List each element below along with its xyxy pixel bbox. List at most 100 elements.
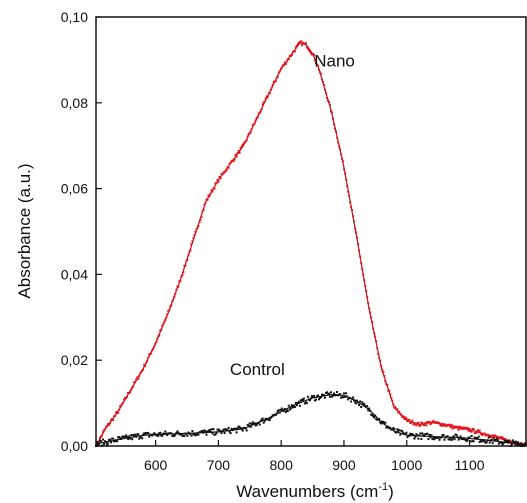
- control-data-point: [468, 436, 471, 439]
- nano-data-point: [356, 236, 359, 239]
- control-data-point: [96, 441, 98, 443]
- control-data-point: [127, 438, 130, 441]
- nano-data-point: [129, 391, 132, 394]
- nano-data-point: [134, 381, 137, 384]
- nano-data-point: [216, 178, 219, 181]
- nano-data-point: [279, 68, 282, 70]
- nano-data-points: [95, 40, 527, 447]
- control-data-point: [437, 436, 440, 439]
- series-labels: Nano Control: [230, 51, 355, 379]
- nano-data-point: [342, 160, 345, 163]
- control-data-point: [378, 418, 381, 420]
- control-data-point: [373, 416, 376, 419]
- control-data-point: [404, 432, 407, 435]
- nano-data-point: [143, 363, 146, 366]
- control-data-point: [259, 420, 262, 423]
- plot-frame: [95, 16, 527, 447]
- control-data-point: [339, 393, 342, 396]
- nano-data-point: [360, 262, 363, 265]
- control-data-point: [372, 415, 375, 418]
- control-data-point: [298, 404, 301, 407]
- nano-data-point: [240, 145, 243, 148]
- nano-data-point: [392, 403, 395, 406]
- control-data-point: [413, 437, 416, 440]
- nano-data-point: [197, 225, 200, 228]
- nano-data-point: [271, 83, 274, 86]
- nano-data-point: [408, 418, 411, 421]
- control-data-point: [257, 421, 260, 424]
- control-data-point: [368, 407, 371, 410]
- control-data-point: [176, 430, 179, 433]
- control-data-point: [120, 438, 123, 440]
- nano-data-point: [225, 169, 228, 171]
- nano-data-point: [398, 410, 401, 413]
- control-data-point: [280, 407, 283, 410]
- control-data-point: [219, 430, 222, 433]
- nano-data-point: [152, 347, 155, 350]
- control-data-point: [360, 406, 363, 408]
- control-data-point: [402, 431, 405, 434]
- nano-data-point: [333, 123, 335, 126]
- control-data-point: [183, 435, 186, 438]
- control-data-point: [222, 428, 225, 431]
- control-data-point: [163, 432, 166, 435]
- control-data-point: [228, 430, 231, 433]
- control-data-point: [205, 433, 208, 436]
- nano-data-point: [504, 438, 507, 441]
- nano-data-point: [346, 185, 349, 188]
- nano-data-point: [349, 201, 352, 204]
- control-data-point: [268, 419, 271, 422]
- control-data-point: [240, 427, 243, 430]
- nano-data-point: [213, 187, 216, 190]
- nano-data-point: [190, 243, 193, 246]
- nano-data-point: [215, 181, 218, 184]
- nano-data-point: [370, 316, 373, 319]
- control-data-point: [309, 397, 312, 400]
- control-data-point: [357, 401, 360, 404]
- nano-data-point: [106, 425, 108, 428]
- control-data-point: [428, 433, 431, 436]
- nano-data-point: [378, 357, 381, 359]
- nano-data-point: [472, 428, 475, 431]
- nano-data-point: [322, 81, 324, 83]
- nano-data-point: [427, 421, 430, 424]
- control-data-point: [191, 430, 194, 433]
- nano-data-point: [209, 193, 212, 195]
- nano-data-point: [501, 436, 504, 439]
- control-data-point: [159, 431, 162, 434]
- nano-data-point: [381, 368, 384, 371]
- nano-data-point: [341, 157, 344, 160]
- control-data-point: [342, 396, 345, 399]
- nano-data-point: [394, 406, 397, 409]
- control-data-point: [405, 431, 408, 434]
- nano-data-point: [460, 426, 463, 429]
- nano-data-point: [117, 411, 120, 414]
- control-data-point: [395, 431, 398, 434]
- control-data-point: [270, 415, 273, 418]
- nano-data-point: [160, 328, 163, 331]
- nano-data-point: [415, 424, 418, 427]
- nano-data-point: [121, 403, 124, 405]
- nano-data-point: [239, 147, 242, 150]
- control-data-point: [330, 391, 332, 394]
- nano-data-point: [168, 309, 171, 312]
- control-data-point: [492, 437, 495, 440]
- nano-data-point: [189, 249, 192, 252]
- nano-data-point: [329, 103, 331, 106]
- nano-data-point: [379, 359, 382, 362]
- control-data-point: [308, 399, 311, 402]
- nano-data-point: [451, 427, 454, 430]
- control-data-point: [103, 443, 105, 446]
- control-data-point: [449, 436, 452, 439]
- control-data-point: [107, 442, 110, 445]
- nano-data-point: [278, 70, 281, 73]
- y-tick-label: 0,02: [61, 352, 88, 368]
- nano-data-point: [170, 304, 173, 307]
- nano-data-point: [384, 380, 387, 383]
- control-data-point: [429, 436, 432, 439]
- control-data-point: [229, 432, 232, 435]
- control-data-point: [494, 438, 497, 441]
- control-data-point: [453, 438, 456, 441]
- control-data-point: [499, 441, 502, 444]
- nano-data-point: [268, 92, 271, 95]
